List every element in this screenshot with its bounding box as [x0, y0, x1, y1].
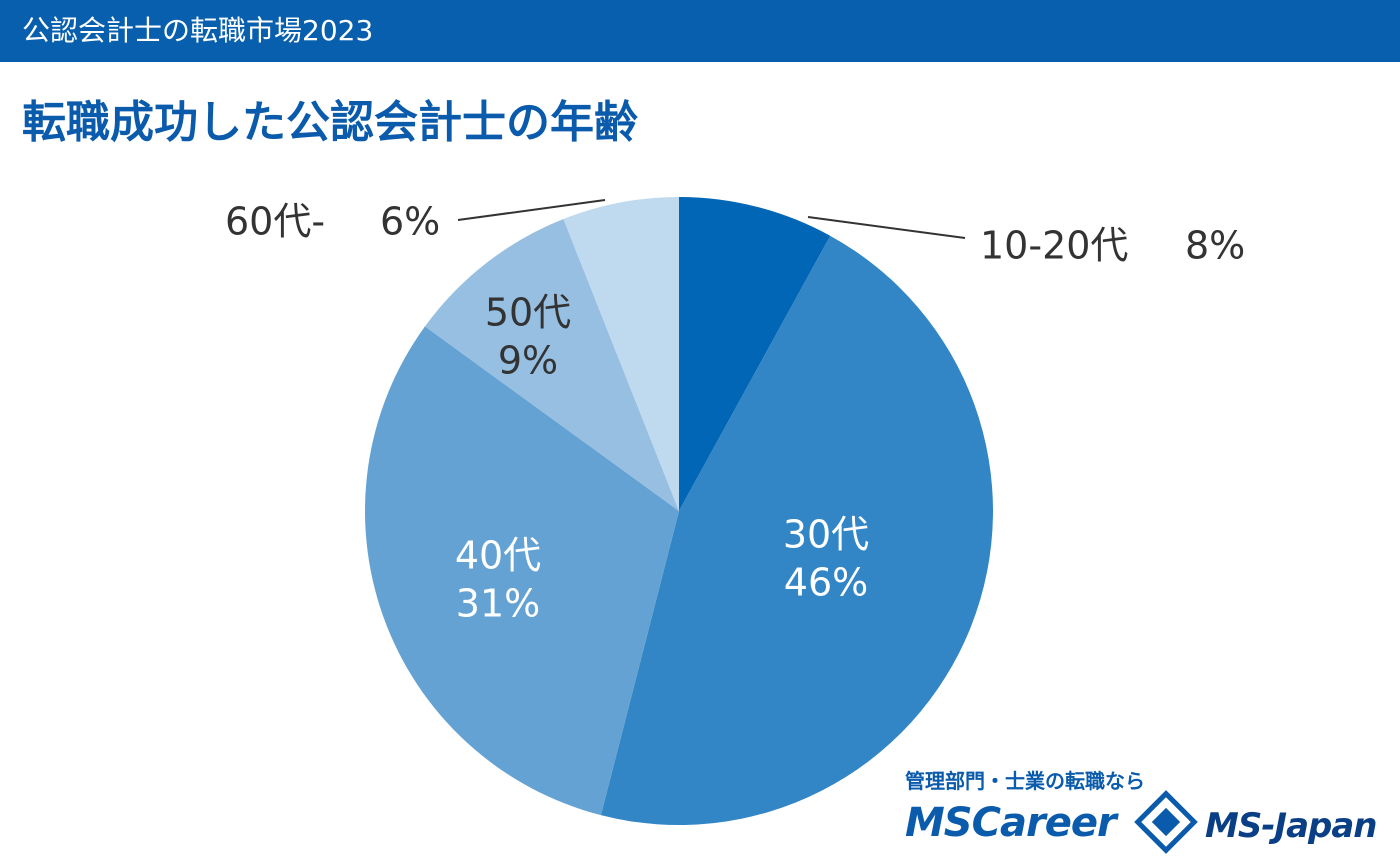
category-label: 40代 [455, 534, 541, 578]
value-label: 6% [380, 200, 440, 244]
chart-title: 転職成功した公認会計士の年齢 [22, 97, 638, 148]
header-bar: 公認会計士の転職市場2023 [0, 0, 1400, 62]
logo-tagline: 管理部門・士業の転職なら [905, 769, 1145, 793]
leader-line [457, 199, 606, 221]
value-label: 46% [784, 561, 868, 605]
header-title: 公認会計士の転職市場2023 [22, 14, 374, 47]
pie-slice [600, 235, 994, 826]
logo-diamond-inner [1151, 807, 1181, 837]
logo-icon [1134, 790, 1198, 854]
pie-slice [364, 326, 679, 816]
category-label: 10-20代 [980, 224, 1128, 268]
category-label: 30代 [783, 513, 869, 557]
leader-line [807, 216, 966, 239]
category-label: 60代- [225, 200, 325, 244]
category-label: 50代 [485, 291, 571, 335]
logo-brand: MS-Japan [1205, 806, 1378, 846]
value-label: 8% [1185, 224, 1245, 268]
logo-brand: MSCareer [905, 800, 1117, 846]
pie-slice [424, 219, 679, 512]
value-label: 31% [456, 582, 540, 626]
pie-slice [563, 197, 679, 511]
pie-slice [679, 197, 831, 511]
value-label: 9% [498, 339, 558, 383]
